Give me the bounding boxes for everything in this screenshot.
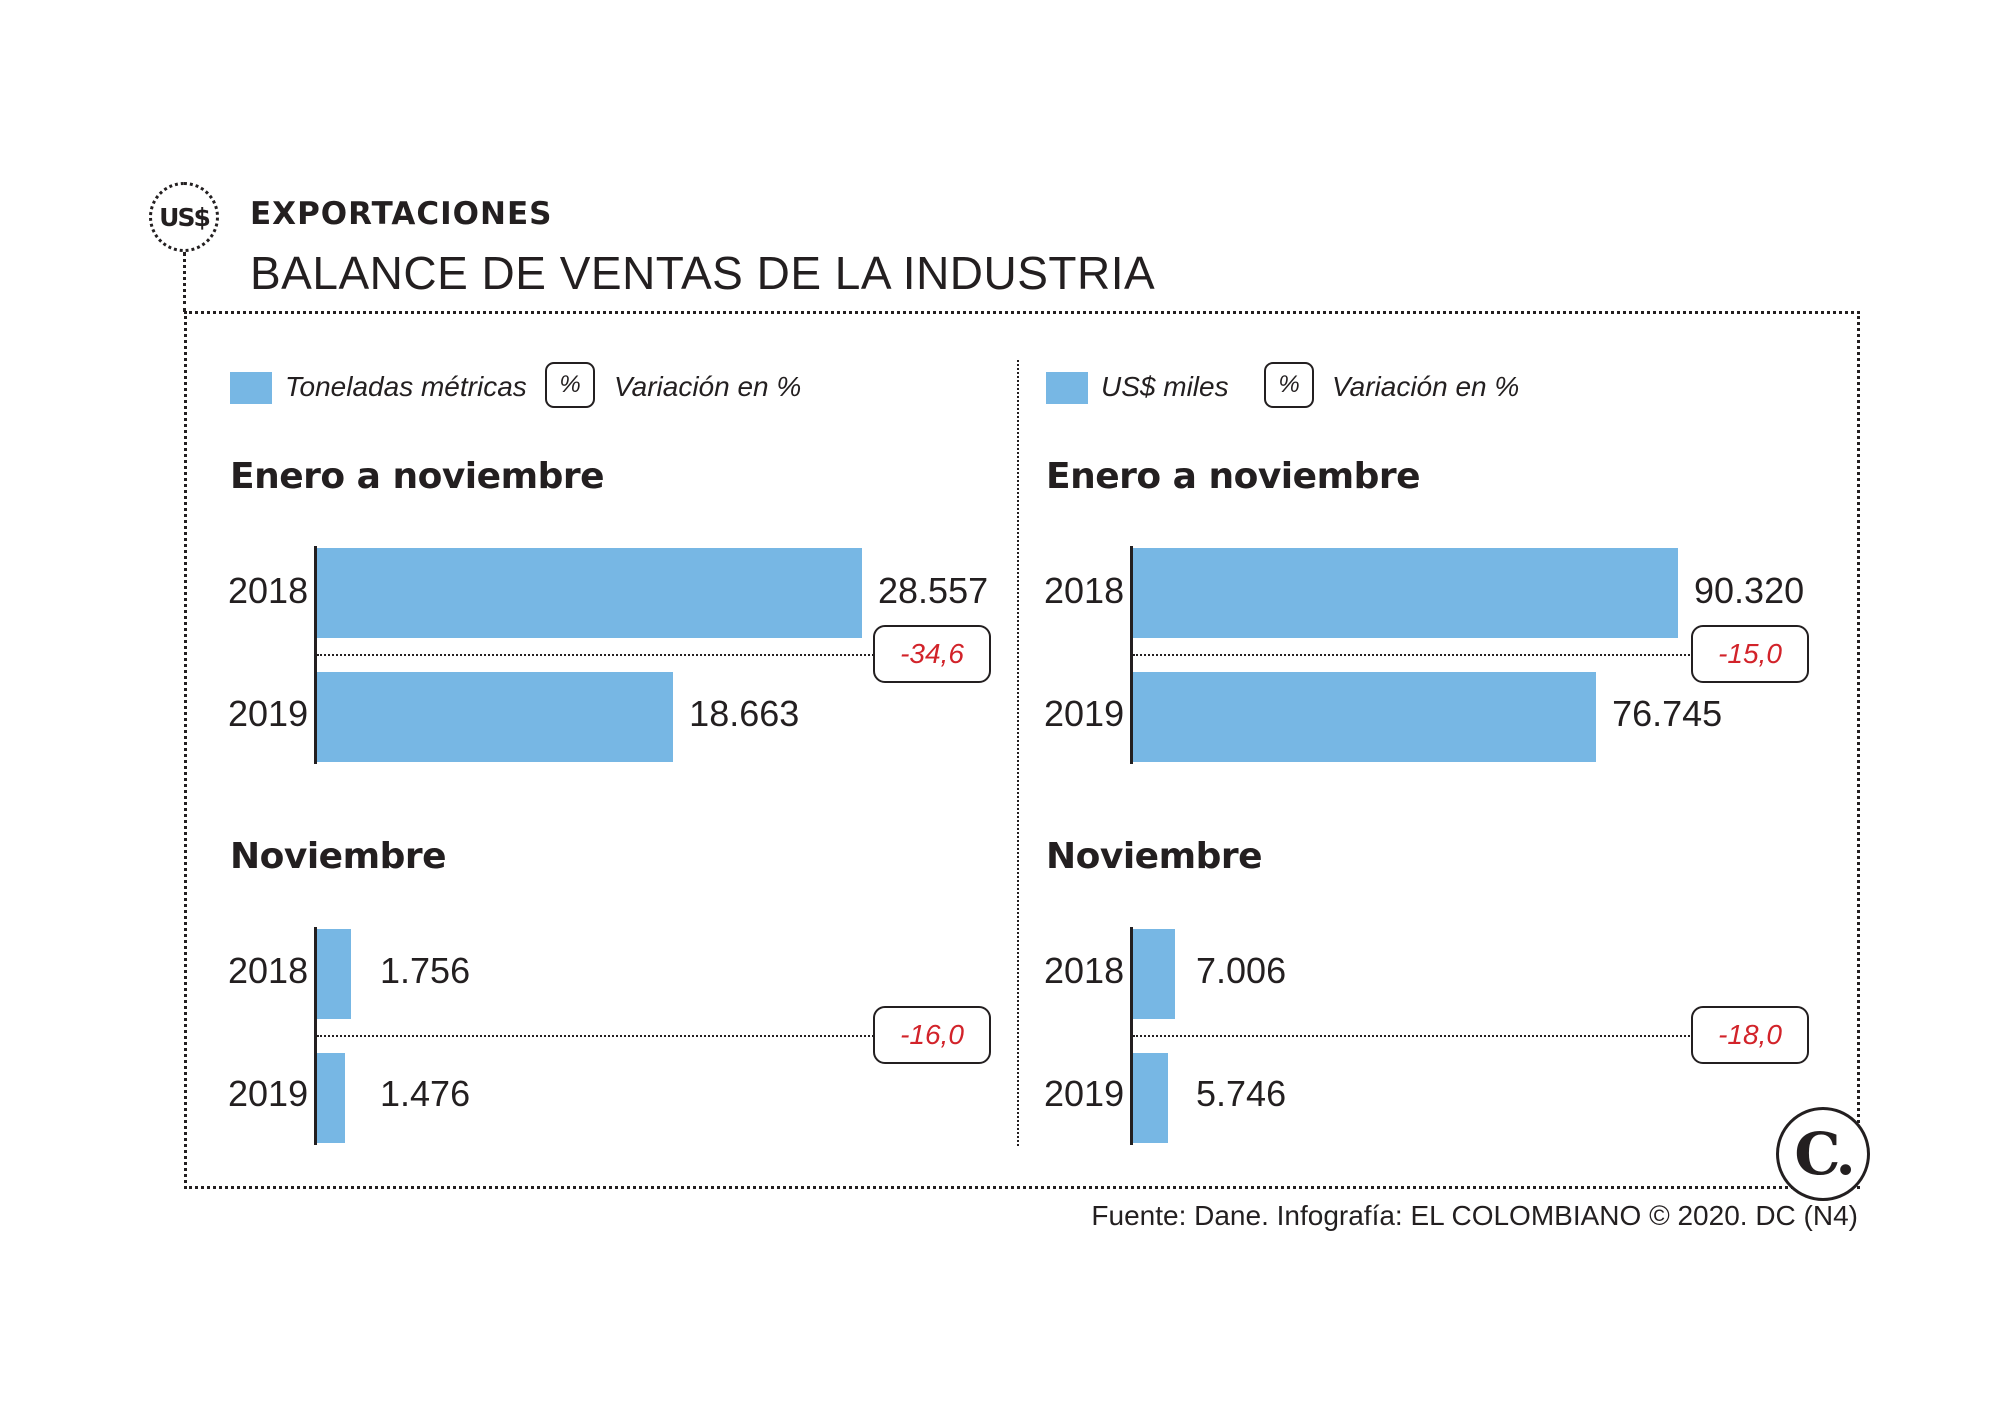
source-credit: Fuente: Dane. Infografía: EL COLOMBIANO …: [1091, 1200, 1858, 1231]
tick-label-2018: 2018: [228, 950, 309, 991]
bar-2018: [317, 548, 862, 638]
tick-label-2018: 2018: [228, 570, 309, 611]
bar-axis: [314, 927, 317, 1145]
tick-label-2019: 2019: [228, 693, 309, 734]
dollar-icon: US$: [149, 182, 219, 252]
data-label-2019: 18.663: [689, 693, 800, 734]
legend-variation-label: Variación en %: [614, 371, 802, 402]
bar-2019: [317, 672, 674, 762]
legend-swatch: [230, 372, 272, 404]
variation-leader-line: [317, 1035, 877, 1037]
data-label-2019: 1.476: [380, 1073, 471, 1114]
icon-connector-line: [183, 252, 186, 312]
tick-label-2019: 2019: [228, 1073, 309, 1114]
page-title: BALANCE DE VENTAS DE LA INDUSTRIA: [250, 247, 1156, 299]
variation-badge: -16,0: [873, 1006, 991, 1064]
panel-divider: [1017, 360, 1019, 1146]
variation-badge: -34,6: [873, 625, 991, 683]
section-title: Noviembre: [230, 836, 447, 877]
variation-leader-line: [317, 654, 877, 656]
legend-percent-box: %: [545, 362, 595, 408]
data-label-2018: 28.557: [878, 570, 989, 611]
bar-2019: [317, 1053, 346, 1143]
chart-frame: [184, 311, 1860, 1189]
bar-axis: [314, 546, 317, 764]
legend-series-label: Toneladas métricas: [285, 371, 527, 402]
panel-tonnage: Toneladas métricas % Variación en % Ener…: [228, 362, 991, 1145]
kicker-title: EXPORTACIONES: [250, 196, 553, 232]
data-label-2018: 1.756: [380, 950, 471, 991]
bar-2018: [317, 929, 351, 1019]
el-colombiano-logo: C.: [1776, 1107, 1870, 1201]
section-title: Enero a noviembre: [230, 456, 605, 497]
